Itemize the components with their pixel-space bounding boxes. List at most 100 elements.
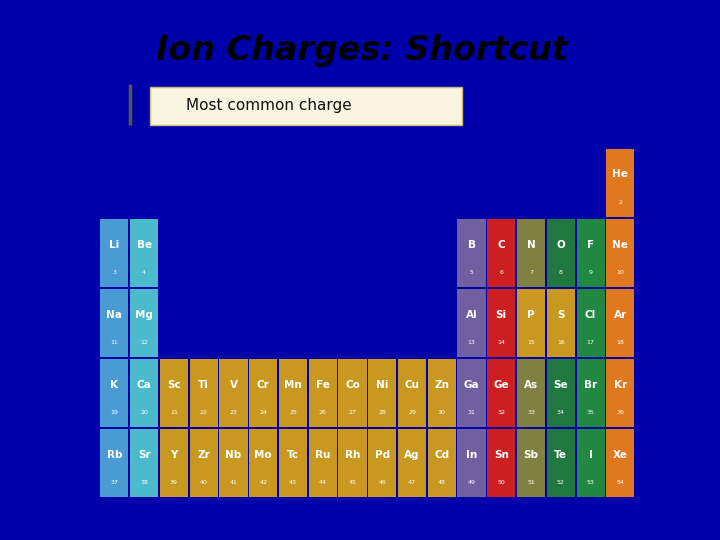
FancyBboxPatch shape <box>546 359 575 427</box>
FancyBboxPatch shape <box>546 429 575 497</box>
Text: Rb: Rb <box>107 450 122 460</box>
FancyBboxPatch shape <box>249 359 277 427</box>
Text: 18: 18 <box>616 340 624 345</box>
Text: 28: 28 <box>378 410 386 415</box>
Text: 5: 5 <box>469 270 474 275</box>
Text: 30: 30 <box>438 410 446 415</box>
Text: Fe: Fe <box>316 380 330 390</box>
FancyBboxPatch shape <box>606 429 634 497</box>
Text: 34: 34 <box>557 410 564 415</box>
Text: N: N <box>527 240 536 249</box>
Text: Kr: Kr <box>613 380 627 390</box>
Text: Cd: Cd <box>434 450 449 460</box>
Text: 53: 53 <box>587 480 595 485</box>
Text: 13: 13 <box>467 340 475 345</box>
Text: 11: 11 <box>111 340 118 345</box>
FancyBboxPatch shape <box>338 359 366 427</box>
Text: B: B <box>467 240 475 249</box>
Text: 17: 17 <box>587 340 595 345</box>
Text: Ar: Ar <box>613 309 627 320</box>
FancyBboxPatch shape <box>487 289 516 357</box>
Text: Mo: Mo <box>254 450 272 460</box>
Text: P: P <box>527 309 535 320</box>
Text: 12: 12 <box>140 340 148 345</box>
Text: 6: 6 <box>500 270 503 275</box>
Text: Co: Co <box>345 380 360 390</box>
FancyBboxPatch shape <box>100 219 128 287</box>
FancyBboxPatch shape <box>577 359 605 427</box>
Text: Pd: Pd <box>374 450 390 460</box>
Text: Sc: Sc <box>167 380 181 390</box>
FancyBboxPatch shape <box>577 289 605 357</box>
Text: 40: 40 <box>199 480 207 485</box>
FancyBboxPatch shape <box>428 429 456 497</box>
FancyBboxPatch shape <box>487 429 516 497</box>
Text: Te: Te <box>554 450 567 460</box>
FancyBboxPatch shape <box>487 359 516 427</box>
FancyBboxPatch shape <box>606 219 634 287</box>
Text: Be: Be <box>137 240 152 249</box>
Text: Sb: Sb <box>523 450 539 460</box>
Text: Rh: Rh <box>345 450 360 460</box>
FancyBboxPatch shape <box>130 219 158 287</box>
Text: O: O <box>557 240 565 249</box>
FancyBboxPatch shape <box>457 429 485 497</box>
FancyBboxPatch shape <box>189 359 217 427</box>
Text: 7: 7 <box>529 270 533 275</box>
FancyBboxPatch shape <box>398 429 426 497</box>
FancyBboxPatch shape <box>338 429 366 497</box>
FancyBboxPatch shape <box>546 219 575 287</box>
Text: Y: Y <box>170 450 178 460</box>
FancyBboxPatch shape <box>398 359 426 427</box>
Text: 2: 2 <box>618 200 622 205</box>
Text: Li: Li <box>109 240 120 249</box>
Text: Ne: Ne <box>613 240 629 249</box>
FancyBboxPatch shape <box>189 429 217 497</box>
FancyBboxPatch shape <box>279 429 307 497</box>
FancyBboxPatch shape <box>457 219 485 287</box>
Text: Ni: Ni <box>376 380 389 390</box>
Text: Ti: Ti <box>198 380 209 390</box>
FancyBboxPatch shape <box>309 429 337 497</box>
FancyBboxPatch shape <box>279 359 307 427</box>
FancyBboxPatch shape <box>517 429 545 497</box>
Text: Si: Si <box>496 309 507 320</box>
FancyBboxPatch shape <box>606 289 634 357</box>
Text: Cr: Cr <box>257 380 269 390</box>
Text: 24: 24 <box>259 410 267 415</box>
Text: 20: 20 <box>140 410 148 415</box>
Text: Ag: Ag <box>404 450 420 460</box>
Text: Zr: Zr <box>197 450 210 460</box>
Text: 4: 4 <box>142 270 146 275</box>
Text: 44: 44 <box>319 480 327 485</box>
Text: He: He <box>613 170 629 179</box>
Text: V: V <box>230 380 238 390</box>
FancyBboxPatch shape <box>368 429 396 497</box>
Text: As: As <box>524 380 538 390</box>
FancyBboxPatch shape <box>130 359 158 427</box>
Text: 46: 46 <box>378 480 386 485</box>
Text: 19: 19 <box>110 410 118 415</box>
Text: 9: 9 <box>588 270 593 275</box>
Text: Al: Al <box>466 309 477 320</box>
FancyBboxPatch shape <box>220 359 248 427</box>
Text: In: In <box>466 450 477 460</box>
Text: 15: 15 <box>527 340 535 345</box>
FancyBboxPatch shape <box>368 359 396 427</box>
Text: 36: 36 <box>616 410 624 415</box>
FancyBboxPatch shape <box>100 359 128 427</box>
Text: 25: 25 <box>289 410 297 415</box>
FancyBboxPatch shape <box>130 429 158 497</box>
Text: Ion Charges: Shortcut: Ion Charges: Shortcut <box>156 33 568 66</box>
Text: Cl: Cl <box>585 309 596 320</box>
Text: 33: 33 <box>527 410 535 415</box>
Text: F: F <box>587 240 594 249</box>
Text: 41: 41 <box>230 480 238 485</box>
Text: 52: 52 <box>557 480 564 485</box>
FancyBboxPatch shape <box>457 359 485 427</box>
FancyBboxPatch shape <box>100 429 128 497</box>
Text: 48: 48 <box>438 480 446 485</box>
Text: 50: 50 <box>498 480 505 485</box>
Text: Tc: Tc <box>287 450 299 460</box>
Text: Ru: Ru <box>315 450 330 460</box>
